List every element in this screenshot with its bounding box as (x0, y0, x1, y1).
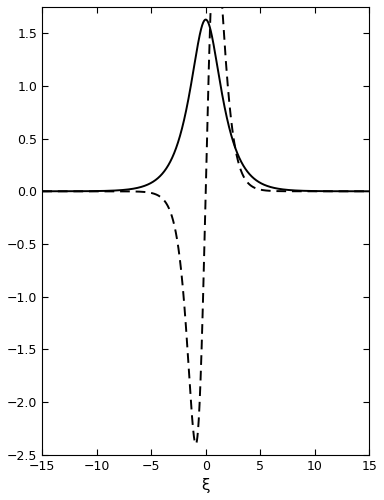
X-axis label: ξ: ξ (202, 478, 210, 493)
